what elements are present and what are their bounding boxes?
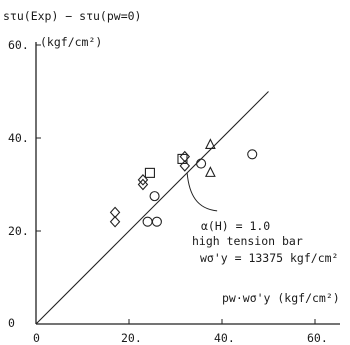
data-point-circle — [142, 216, 153, 227]
y-tick-label: 0 — [8, 316, 15, 330]
annotation: α(H) = 1.0 high tension bar wσ'y = 13375… — [186, 172, 338, 265]
data-point-square — [144, 167, 155, 178]
y-axis-unit: (kgf/cm²) — [40, 35, 102, 49]
tick-labels: 0 0 20. 20. 40. 40. 60. 60. — [8, 38, 328, 345]
ticks — [36, 44, 316, 324]
data-point-circle — [149, 191, 160, 202]
x-tick-label: 40. — [214, 331, 235, 345]
x-tick-label: 20. — [121, 331, 142, 345]
annotation-line-3: wσ'y = 13375 kgf/cm² — [200, 251, 338, 265]
data-point-diamond — [137, 178, 149, 191]
x-tick-label: 60. — [307, 331, 328, 345]
y-tick-label: 60. — [8, 38, 29, 52]
data-point-triangle — [204, 138, 216, 150]
data-point-circle — [151, 216, 162, 227]
data-point-circle — [247, 149, 258, 160]
data-point-square — [177, 153, 188, 164]
x-axis-label: pw·wσ'y (kgf/cm²) — [222, 291, 340, 305]
y-tick-label: 40. — [8, 131, 29, 145]
axes — [35, 42, 340, 325]
x-tick-label: 0 — [33, 331, 40, 345]
data-point-diamond — [109, 206, 121, 219]
data-point-circle — [196, 158, 207, 169]
data-point-triangle — [204, 166, 216, 177]
data-point-diamond — [109, 215, 121, 228]
fit-line — [35, 91, 269, 325]
data-points — [109, 138, 258, 228]
y-tick-label: 20. — [8, 224, 29, 238]
annotation-leader — [186, 172, 218, 212]
data-point-diamond — [137, 174, 149, 186]
y-axis-label: sτu(Exp) − sτu(pw=0) — [3, 9, 141, 23]
annotation-line-1: α(H) = 1.0 — [201, 219, 270, 233]
data-point-diamond — [179, 160, 191, 172]
annotation-line-2: high tension bar — [192, 234, 303, 248]
